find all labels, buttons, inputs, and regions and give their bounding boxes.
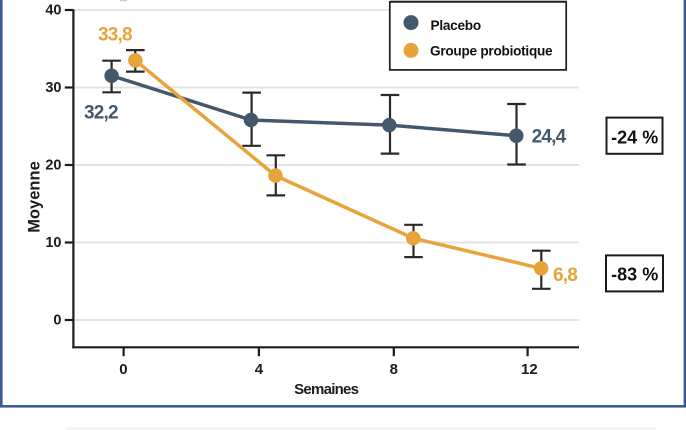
svg-text:12: 12 (521, 361, 538, 378)
svg-text:8: 8 (390, 361, 398, 378)
svg-text:Semaines: Semaines (294, 381, 358, 398)
svg-text:Placebo: Placebo (431, 18, 481, 33)
svg-text:-83 %: -83 % (611, 265, 658, 285)
svg-text:10: 10 (45, 235, 61, 251)
svg-text:0: 0 (53, 313, 61, 329)
svg-text:Groupe probiotique: Groupe probiotique (430, 44, 553, 59)
svg-text:40: 40 (45, 2, 61, 18)
svg-text:-24 %: -24 % (611, 128, 658, 148)
svg-text:Moyenne: Moyenne (26, 161, 44, 233)
svg-text:6,8: 6,8 (553, 265, 577, 286)
svg-text:24,4: 24,4 (532, 126, 567, 147)
svg-text:4: 4 (255, 361, 264, 378)
svg-text:20: 20 (45, 158, 61, 174)
svg-text:33,8: 33,8 (98, 25, 132, 46)
svg-text:0: 0 (119, 361, 127, 378)
svg-text:30: 30 (45, 80, 61, 96)
svg-text:32,2: 32,2 (84, 103, 118, 124)
